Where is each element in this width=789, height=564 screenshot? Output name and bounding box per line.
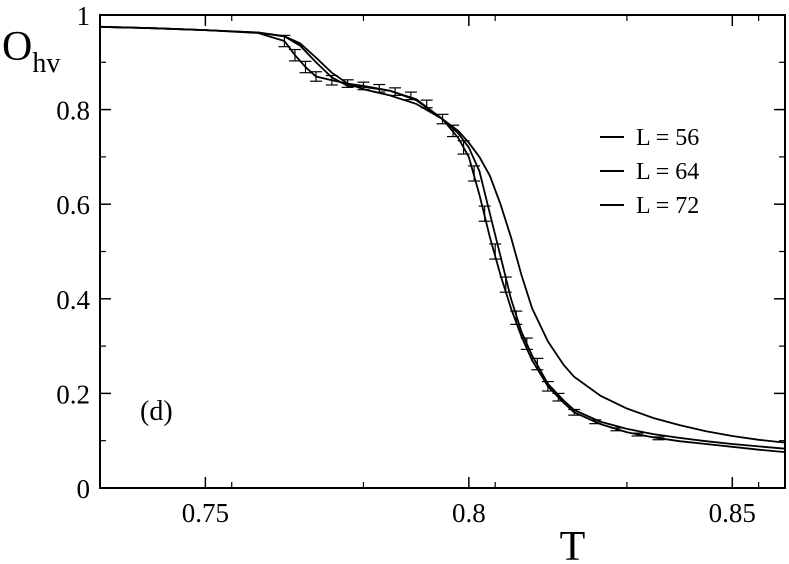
x-tick-label: 0.8 xyxy=(452,498,486,528)
legend-item: L = 72 xyxy=(600,193,699,219)
legend-label: L = 72 xyxy=(636,193,699,219)
y-tick-label: 0.4 xyxy=(56,285,90,315)
error-bar xyxy=(631,432,644,437)
error-bar xyxy=(468,165,481,182)
error-bar xyxy=(447,124,460,138)
tick-marks xyxy=(100,14,785,489)
error-bar xyxy=(552,392,565,402)
legend-item: L = 64 xyxy=(600,159,699,185)
series-line-1 xyxy=(100,25,785,444)
error-bar xyxy=(288,48,301,62)
error-bar xyxy=(436,113,449,125)
error-bar xyxy=(457,140,470,155)
x-axis-title: T xyxy=(560,524,586,564)
error-bar xyxy=(478,205,491,222)
error-bar xyxy=(489,243,502,260)
error-bar xyxy=(520,337,533,351)
panel-annotation: (d) xyxy=(140,396,173,427)
legend-label: L = 56 xyxy=(636,125,699,151)
error-bar xyxy=(278,34,291,48)
error-bar xyxy=(373,83,386,93)
error-bar xyxy=(389,87,402,97)
legend: L = 56 L = 64 L = 72 xyxy=(600,125,699,219)
error-bar xyxy=(652,436,665,441)
error-bar xyxy=(610,427,623,432)
error-bar xyxy=(510,310,523,325)
error-bar xyxy=(325,74,338,86)
y-axis-title-subscript: hv xyxy=(32,48,60,79)
y-tick-label: 1 xyxy=(77,1,91,31)
series-line-2 xyxy=(100,25,785,450)
error-bar xyxy=(531,357,544,371)
error-bar xyxy=(499,276,512,293)
error-bar xyxy=(310,71,323,82)
plot-area xyxy=(100,25,785,453)
y-tick-label: 0 xyxy=(77,474,91,504)
y-tick-label: 0.8 xyxy=(56,96,90,126)
error-bar xyxy=(357,81,370,91)
series-line-3 xyxy=(100,25,785,453)
error-bars xyxy=(278,34,665,441)
error-bar xyxy=(568,408,581,416)
error-bar xyxy=(341,79,354,88)
tick-labels: 0.75 0.8 0.85 0 0.2 0.4 0.6 0.8 1 xyxy=(56,1,756,528)
x-tick-label: 0.85 xyxy=(709,498,756,528)
x-tick-label: 0.75 xyxy=(182,498,229,528)
y-tick-label: 0.2 xyxy=(56,379,90,409)
y-tick-label: 0.6 xyxy=(56,190,90,220)
axis-titles: T Ohv xyxy=(2,24,585,564)
error-bar xyxy=(589,419,602,425)
legend-label: L = 64 xyxy=(636,159,699,185)
error-bar xyxy=(541,380,554,392)
error-bar xyxy=(299,60,312,74)
error-bar xyxy=(404,91,417,101)
legend-item: L = 56 xyxy=(600,125,699,151)
plot-frame xyxy=(99,14,786,489)
error-bar xyxy=(420,99,433,109)
y-axis-title: Ohv xyxy=(2,24,60,79)
